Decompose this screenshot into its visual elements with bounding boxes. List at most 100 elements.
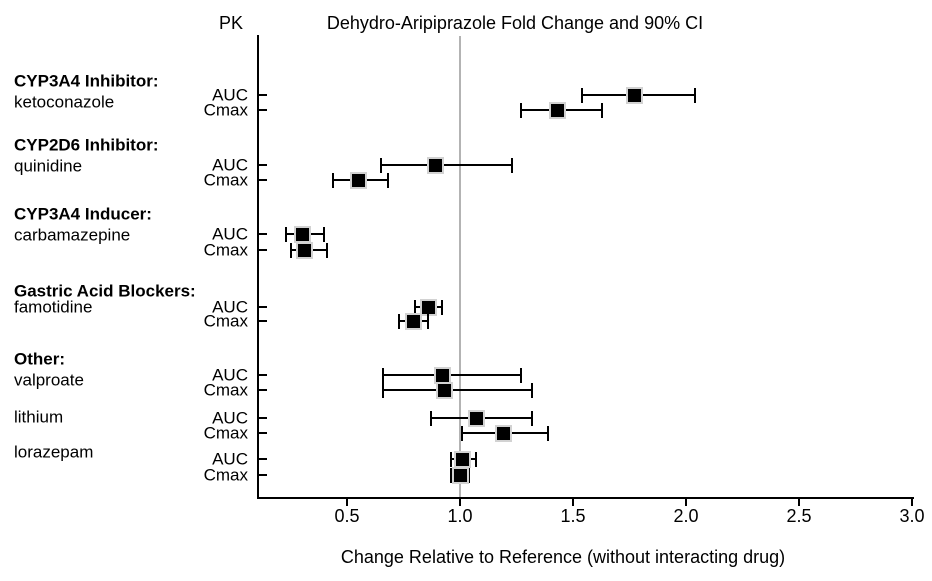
reference-line xyxy=(459,36,461,497)
point-estimate-marker xyxy=(551,104,564,117)
ci-cap-left xyxy=(382,383,384,398)
y-axis-row-tick xyxy=(259,432,267,434)
measure-label-cmax: Cmax xyxy=(203,380,248,400)
x-tick-label: 3.0 xyxy=(899,506,925,526)
ci-cap-right xyxy=(326,243,328,258)
ci-cap-left xyxy=(461,426,463,441)
x-axis-tick xyxy=(798,499,800,506)
measure-label-auc: AUC xyxy=(212,365,248,385)
group-label: CYP3A4 Inducer: xyxy=(14,204,152,224)
chart-title: Dehydro-Aripiprazole Fold Change and 90%… xyxy=(326,13,704,33)
ci-cap-right xyxy=(601,103,603,118)
ci-cap-right xyxy=(547,426,549,441)
ci-cap-right xyxy=(387,173,389,188)
group-label: Gastric Acid Blockers: xyxy=(14,281,196,301)
ci-cap-left xyxy=(382,368,384,383)
ci-cap-left xyxy=(450,452,452,467)
ci-line xyxy=(383,374,521,376)
measure-label-cmax: Cmax xyxy=(203,423,248,443)
ci-cap-right xyxy=(531,383,533,398)
ci-cap-left xyxy=(520,103,522,118)
y-axis-row-tick xyxy=(259,233,267,235)
y-axis-row-tick xyxy=(259,164,267,166)
x-tick-label: 0.5 xyxy=(334,506,360,526)
measure-label-cmax: Cmax xyxy=(203,311,248,331)
ci-cap-right xyxy=(511,158,513,173)
measure-label-auc: AUC xyxy=(212,297,248,317)
drug-name: quinidine xyxy=(14,156,83,176)
x-axis-line xyxy=(257,497,914,499)
x-tick-label: 1.0 xyxy=(447,506,473,526)
ci-line xyxy=(383,389,532,391)
ci-cap-right xyxy=(441,300,443,315)
x-axis-label: Change Relative to Reference (without in… xyxy=(340,547,786,567)
point-estimate-marker xyxy=(429,159,442,172)
point-estimate-marker xyxy=(438,384,451,397)
measure-label-auc: AUC xyxy=(212,224,248,244)
y-axis-row-tick xyxy=(259,320,267,322)
ci-cap-left xyxy=(332,173,334,188)
y-axis-row-tick xyxy=(259,94,267,96)
y-axis-row-tick xyxy=(259,389,267,391)
ci-cap-left xyxy=(398,314,400,329)
y-axis-row-tick xyxy=(259,458,267,460)
ci-cap-left xyxy=(430,411,432,426)
y-axis-row-tick xyxy=(259,374,267,376)
y-axis-row-tick xyxy=(259,179,267,181)
y-axis-row-tick xyxy=(259,249,267,251)
ci-cap-left xyxy=(285,227,287,242)
measure-label-cmax: Cmax xyxy=(203,170,248,190)
group-label: CYP3A4 Inhibitor: xyxy=(14,71,159,91)
y-axis-row-tick xyxy=(259,474,267,476)
ci-cap-left xyxy=(380,158,382,173)
point-estimate-marker xyxy=(497,427,510,440)
measure-label-auc: AUC xyxy=(212,449,248,469)
x-tick-label: 2.5 xyxy=(786,506,812,526)
measure-label-cmax: Cmax xyxy=(203,465,248,485)
x-axis-tick xyxy=(685,499,687,506)
drug-name: valproate xyxy=(14,370,84,390)
point-estimate-marker xyxy=(470,412,483,425)
y-axis-line xyxy=(257,35,259,499)
ci-cap-right xyxy=(323,227,325,242)
ci-cap-left xyxy=(414,300,416,315)
measure-label-auc: AUC xyxy=(212,155,248,175)
x-axis-tick xyxy=(911,499,913,506)
drug-name: famotidine xyxy=(14,297,93,317)
y-axis-row-tick xyxy=(259,109,267,111)
x-axis-tick xyxy=(346,499,348,506)
drug-name: carbamazepine xyxy=(14,225,131,245)
group-label: CYP2D6 Inhibitor: xyxy=(14,135,159,155)
drug-name: lorazepam xyxy=(14,442,94,462)
ci-cap-right xyxy=(520,368,522,383)
y-axis-row-tick xyxy=(259,417,267,419)
ci-cap-right xyxy=(468,468,470,483)
group-label: Other: xyxy=(14,349,65,369)
point-estimate-marker xyxy=(298,244,311,257)
ci-cap-left xyxy=(290,243,292,258)
pk-column-header: PK xyxy=(218,13,244,33)
measure-label-cmax: Cmax xyxy=(203,100,248,120)
ci-line xyxy=(381,164,512,166)
ci-cap-left xyxy=(450,468,452,483)
point-estimate-marker xyxy=(456,453,469,466)
point-estimate-marker xyxy=(454,469,467,482)
point-estimate-marker xyxy=(407,315,420,328)
x-axis-tick xyxy=(459,499,461,506)
measure-label-cmax: Cmax xyxy=(203,240,248,260)
point-estimate-marker xyxy=(352,174,365,187)
point-estimate-marker xyxy=(628,89,641,102)
x-axis-tick xyxy=(572,499,574,506)
ci-cap-right xyxy=(531,411,533,426)
drug-name: lithium xyxy=(14,407,64,427)
ci-cap-right xyxy=(475,452,477,467)
measure-label-auc: AUC xyxy=(212,408,248,428)
point-estimate-marker xyxy=(422,301,435,314)
point-estimate-marker xyxy=(436,369,449,382)
ci-cap-left xyxy=(581,88,583,103)
x-tick-label: 2.0 xyxy=(673,506,699,526)
drug-name: ketoconazole xyxy=(14,92,115,112)
x-tick-label: 1.5 xyxy=(560,506,586,526)
measure-label-auc: AUC xyxy=(212,85,248,105)
